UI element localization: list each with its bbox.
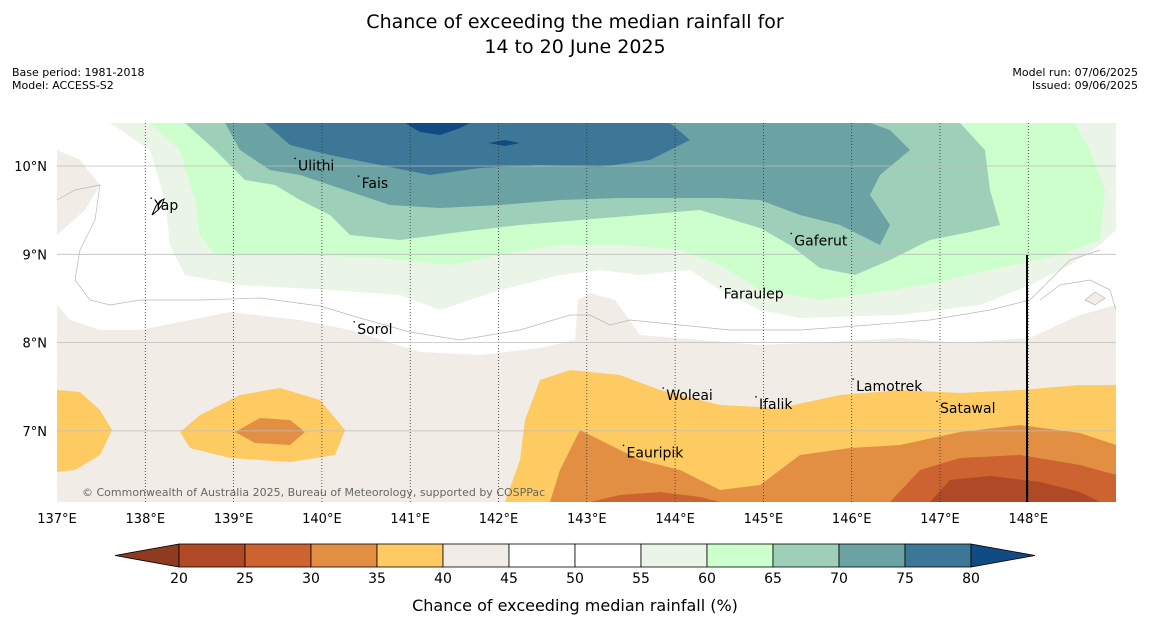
colorbar-tick: 70 — [830, 571, 848, 587]
place-marker — [662, 387, 665, 389]
copyright-text: © Commonwealth of Australia 2025, Bureau… — [82, 486, 545, 499]
place-label: Satawal — [940, 401, 995, 417]
place-marker — [357, 175, 360, 177]
contour-20-25 — [930, 476, 1100, 502]
place-label: Yap — [153, 198, 178, 214]
colorbar-tick: 50 — [566, 571, 584, 587]
lat-label: 7°N — [23, 425, 48, 440]
colorbar-segment — [904, 543, 972, 568]
place-label: Sorol — [357, 322, 392, 338]
lat-label: 9°N — [23, 248, 48, 263]
place-label: Woleai — [666, 388, 713, 404]
lon-label: 140°E — [302, 512, 342, 527]
colorbar-segment — [838, 543, 906, 568]
contour-40-45-west — [57, 150, 100, 235]
colorbar-tick: 80 — [962, 571, 980, 587]
base-period: Base period: 1981-2018 — [12, 66, 145, 79]
place-labels: Ulithi Fais Yap Gaferut Faraulep Sorol Lamotre… — [150, 157, 995, 461]
place-marker — [353, 320, 356, 323]
contour-above-80 — [405, 123, 520, 146]
place-label: Gaferut — [794, 233, 848, 249]
colorbar-segment — [706, 543, 774, 568]
run-info: Model run: 07/06/2025 Issued: 09/06/2025 — [1012, 66, 1138, 92]
lon-label: 143°E — [567, 512, 607, 527]
lon-label: 145°E — [744, 512, 784, 527]
lon-label: 147°E — [920, 512, 960, 527]
place-marker — [294, 157, 296, 160]
colorbar-segment — [574, 543, 642, 568]
colorbar-segment — [310, 543, 378, 568]
colorbar-tick: 25 — [236, 571, 254, 587]
place-label: Ulithi — [298, 158, 334, 174]
place-label: Lamotrek — [856, 379, 923, 395]
place-label: Fais — [362, 176, 389, 192]
contour-75-80 — [265, 123, 690, 175]
model-name: Model: ACCESS-S2 — [12, 79, 114, 92]
colorbar-tick: 40 — [434, 571, 452, 587]
colorbar-segment — [772, 543, 840, 568]
colorbar-tick: 75 — [896, 571, 914, 587]
colorbar-label: Chance of exceeding median rainfall (%) — [412, 596, 738, 615]
place-marker — [936, 400, 938, 403]
lat-label: 8°N — [23, 337, 48, 352]
lon-label: 142°E — [479, 512, 519, 527]
axis-labels: 137°E 138°E 139°E 140°E 141°E 142°E 143°E 144°E… — [14, 160, 1048, 527]
title-line-1: Chance of exceeding the median rainfall … — [366, 11, 784, 33]
lon-label: 138°E — [126, 512, 166, 527]
lon-label: 137°E — [37, 512, 77, 527]
colorbar-over-arrow — [970, 543, 1036, 568]
graticule — [57, 123, 1116, 502]
colorbar-under-arrow — [114, 543, 180, 568]
colorbar-segment — [244, 543, 312, 568]
lon-label: 141°E — [390, 512, 430, 527]
place-marker — [622, 444, 625, 447]
place-marker — [790, 232, 793, 235]
colorbar-tick: 65 — [764, 571, 782, 587]
contour-30-35 — [235, 418, 1116, 502]
lon-label: 148°E — [1009, 512, 1049, 527]
place-label: Ifalik — [759, 397, 793, 413]
colorbar-segment — [508, 543, 576, 568]
place-label: Eauripik — [627, 445, 685, 461]
model-run: Model run: 07/06/2025 — [1012, 66, 1138, 79]
colorbar-tick: 55 — [632, 571, 650, 587]
lon-label: 146°E — [832, 512, 872, 527]
place-marker — [719, 285, 722, 288]
map-title: Chance of exceeding the median rainfall … — [0, 10, 1150, 60]
colorbar-segment — [442, 543, 510, 568]
colorbar-tick: 30 — [302, 571, 320, 587]
colorbar-tick: 45 — [500, 571, 518, 587]
place-marker — [150, 197, 152, 199]
colorbar-tick: 20 — [170, 571, 188, 587]
colorbar-segment — [178, 543, 246, 568]
place-marker — [755, 396, 757, 398]
place-marker — [852, 378, 854, 380]
lat-label: 10°N — [14, 160, 47, 175]
model-info: Base period: 1981-2018 Model: ACCESS-S2 — [12, 66, 144, 92]
colorbar-tick: 35 — [368, 571, 386, 587]
title-line-2: 14 to 20 June 2025 — [484, 36, 666, 58]
yap-island-outline — [151, 198, 165, 216]
colorbar: 20 25 30 35 40 45 50 55 60 65 70 75 80 — [114, 543, 1036, 587]
colorbar-segment — [640, 543, 708, 568]
lon-label: 139°E — [214, 512, 254, 527]
colorbar-tick: 60 — [698, 571, 716, 587]
colorbar-segment — [376, 543, 444, 568]
lon-label: 144°E — [655, 512, 695, 527]
issued-date: Issued: 09/06/2025 — [1031, 79, 1138, 92]
place-label: Faraulep — [724, 286, 784, 302]
